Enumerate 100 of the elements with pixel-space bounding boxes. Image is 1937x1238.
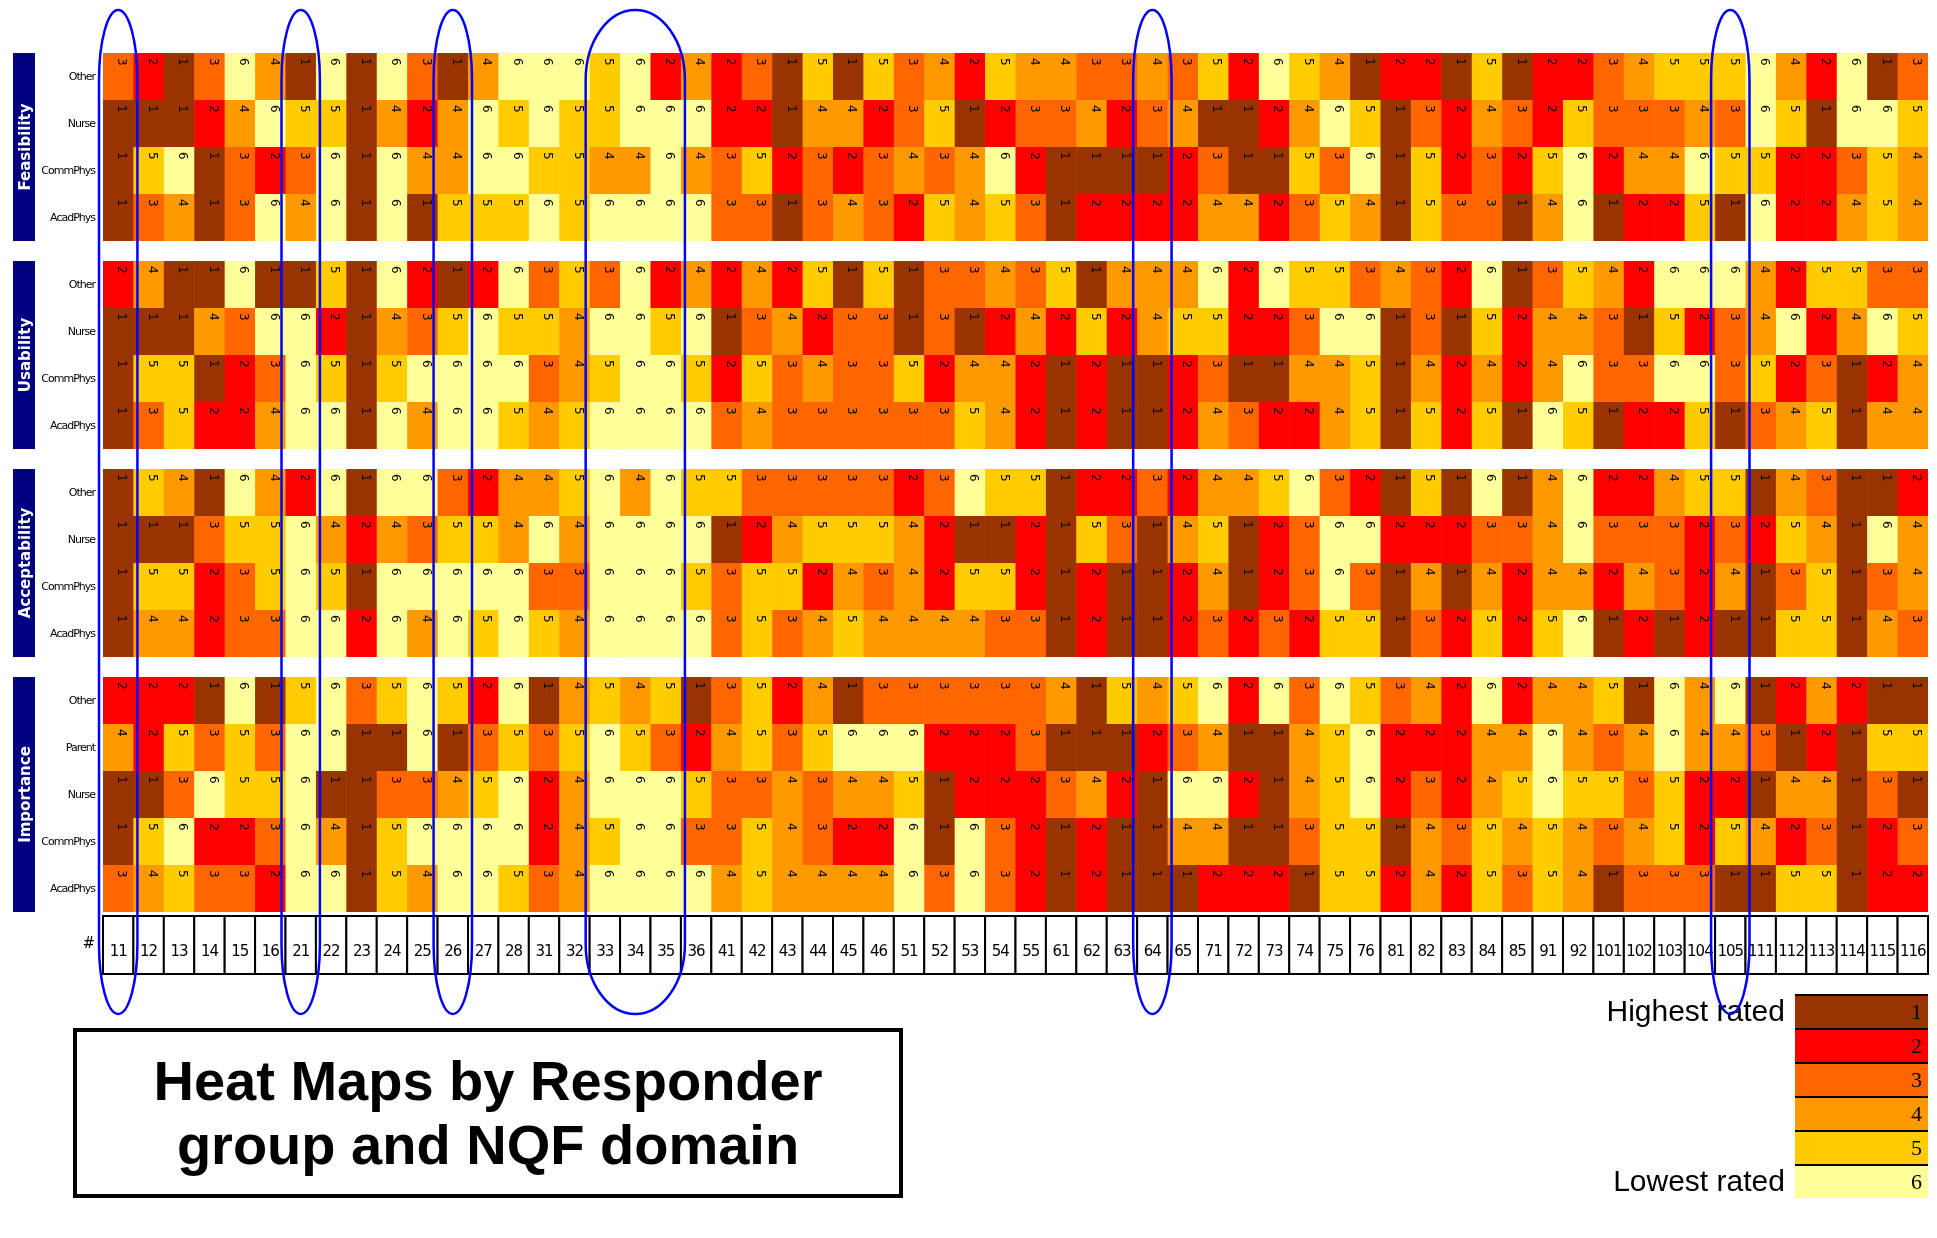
data-label: 3 [845, 313, 860, 321]
data-label: 4 [1180, 266, 1194, 274]
data-label: 2 [1879, 360, 1894, 368]
data-label: 2 [1697, 823, 1712, 831]
data-label: 3 [267, 360, 282, 368]
data-label: 6 [328, 870, 343, 878]
data-label: 5 [571, 729, 586, 737]
data-label: 6 [510, 682, 525, 690]
data-label: 5 [1088, 521, 1103, 529]
data-label: 1 [1119, 615, 1134, 623]
data-label: 6 [389, 266, 404, 274]
data-label: 6 [1484, 474, 1499, 482]
data-label: 6 [237, 58, 252, 66]
data-label: 1 [1149, 823, 1164, 831]
data-label: 3 [997, 682, 1012, 690]
data-label: 6 [1484, 682, 1499, 690]
data-label: 2 [936, 729, 951, 737]
data-label: 1 [450, 266, 464, 274]
data-label: 1 [723, 521, 738, 529]
data-label: 5 [875, 58, 890, 66]
data-label: 5 [1332, 199, 1347, 207]
data-label: 6 [693, 105, 708, 113]
data-label: 6 [450, 360, 464, 368]
data-label: 1 [1058, 568, 1073, 576]
data-label: 6 [1362, 313, 1377, 321]
data-label: 6 [267, 199, 282, 207]
data-label: 5 [693, 568, 708, 576]
data-label: 5 [1818, 407, 1833, 415]
data-label: 5 [1788, 615, 1803, 623]
y-tick-label: Nurse [67, 533, 97, 547]
data-label: 5 [1088, 313, 1103, 321]
data-label: 6 [480, 823, 495, 831]
data-label: 3 [1727, 521, 1742, 529]
data-label: 5 [997, 474, 1012, 482]
data-label: 1 [176, 58, 191, 66]
data-label: 2 [784, 682, 799, 690]
data-label: 1 [1119, 568, 1134, 576]
data-label: 3 [723, 152, 738, 160]
data-label: 4 [1788, 407, 1803, 415]
data-label: 1 [1149, 360, 1164, 368]
data-label: 1 [206, 266, 221, 274]
data-label: 5 [145, 152, 160, 160]
data-label: 3 [1879, 776, 1894, 784]
x-tick-label: 101 [1595, 942, 1622, 960]
data-label: 2 [967, 58, 982, 66]
data-label: 4 [1849, 199, 1864, 207]
data-label: 5 [1332, 823, 1347, 831]
data-label: 6 [510, 823, 525, 831]
data-label: 4 [906, 152, 921, 160]
data-label: 5 [967, 568, 982, 576]
data-label: 5 [1605, 776, 1620, 784]
data-label: 3 [1119, 521, 1134, 529]
data-label: 3 [389, 776, 404, 784]
data-label: 5 [571, 407, 586, 415]
data-label: 5 [1788, 870, 1803, 878]
data-label: 5 [815, 266, 829, 274]
data-label: 1 [115, 776, 130, 784]
data-label: 3 [1636, 105, 1651, 113]
data-label: 2 [997, 729, 1012, 737]
data-label: 3 [1423, 776, 1438, 784]
data-label: 4 [1788, 474, 1803, 482]
data-label: 6 [1362, 521, 1377, 529]
data-label: 3 [1301, 823, 1316, 831]
data-label: 5 [176, 870, 191, 878]
data-label: 6 [297, 521, 312, 529]
data-label: 4 [1545, 521, 1559, 529]
data-label: 2 [1453, 870, 1468, 878]
data-label: 6 [510, 360, 525, 368]
data-label: 5 [450, 199, 464, 207]
data-label: 3 [1423, 105, 1438, 113]
x-tick-label: 102 [1626, 942, 1653, 960]
y-tick-label: AcadPhys [50, 627, 97, 641]
data-label: 2 [967, 776, 982, 784]
data-label: 6 [632, 776, 647, 784]
data-label: 1 [115, 615, 130, 623]
data-label: 1 [358, 360, 373, 368]
data-label: 1 [1392, 152, 1407, 160]
data-label: 4 [1240, 199, 1255, 207]
data-label: 6 [1849, 105, 1864, 113]
data-label: 5 [541, 313, 556, 321]
data-label: 1 [1392, 474, 1407, 482]
x-tick-label: 34 [626, 942, 645, 960]
y-tick-label: CommPhys [41, 164, 97, 178]
data-label: 6 [419, 474, 434, 482]
data-label: 1 [115, 313, 130, 321]
data-label: 5 [662, 313, 677, 321]
data-label: 5 [875, 266, 890, 274]
data-label: 4 [1697, 105, 1712, 113]
data-label: 5 [1301, 58, 1316, 66]
data-label: 3 [419, 313, 434, 321]
data-label: 3 [936, 870, 951, 878]
data-label: 1 [358, 870, 373, 878]
data-label: 5 [754, 152, 769, 160]
data-label: 4 [1757, 266, 1772, 274]
data-label: 1 [1058, 823, 1073, 831]
data-label: 3 [1058, 776, 1073, 784]
data-label: 3 [237, 870, 252, 878]
data-label: 2 [1271, 199, 1286, 207]
data-label: 6 [693, 313, 708, 321]
data-label: 4 [571, 776, 586, 784]
